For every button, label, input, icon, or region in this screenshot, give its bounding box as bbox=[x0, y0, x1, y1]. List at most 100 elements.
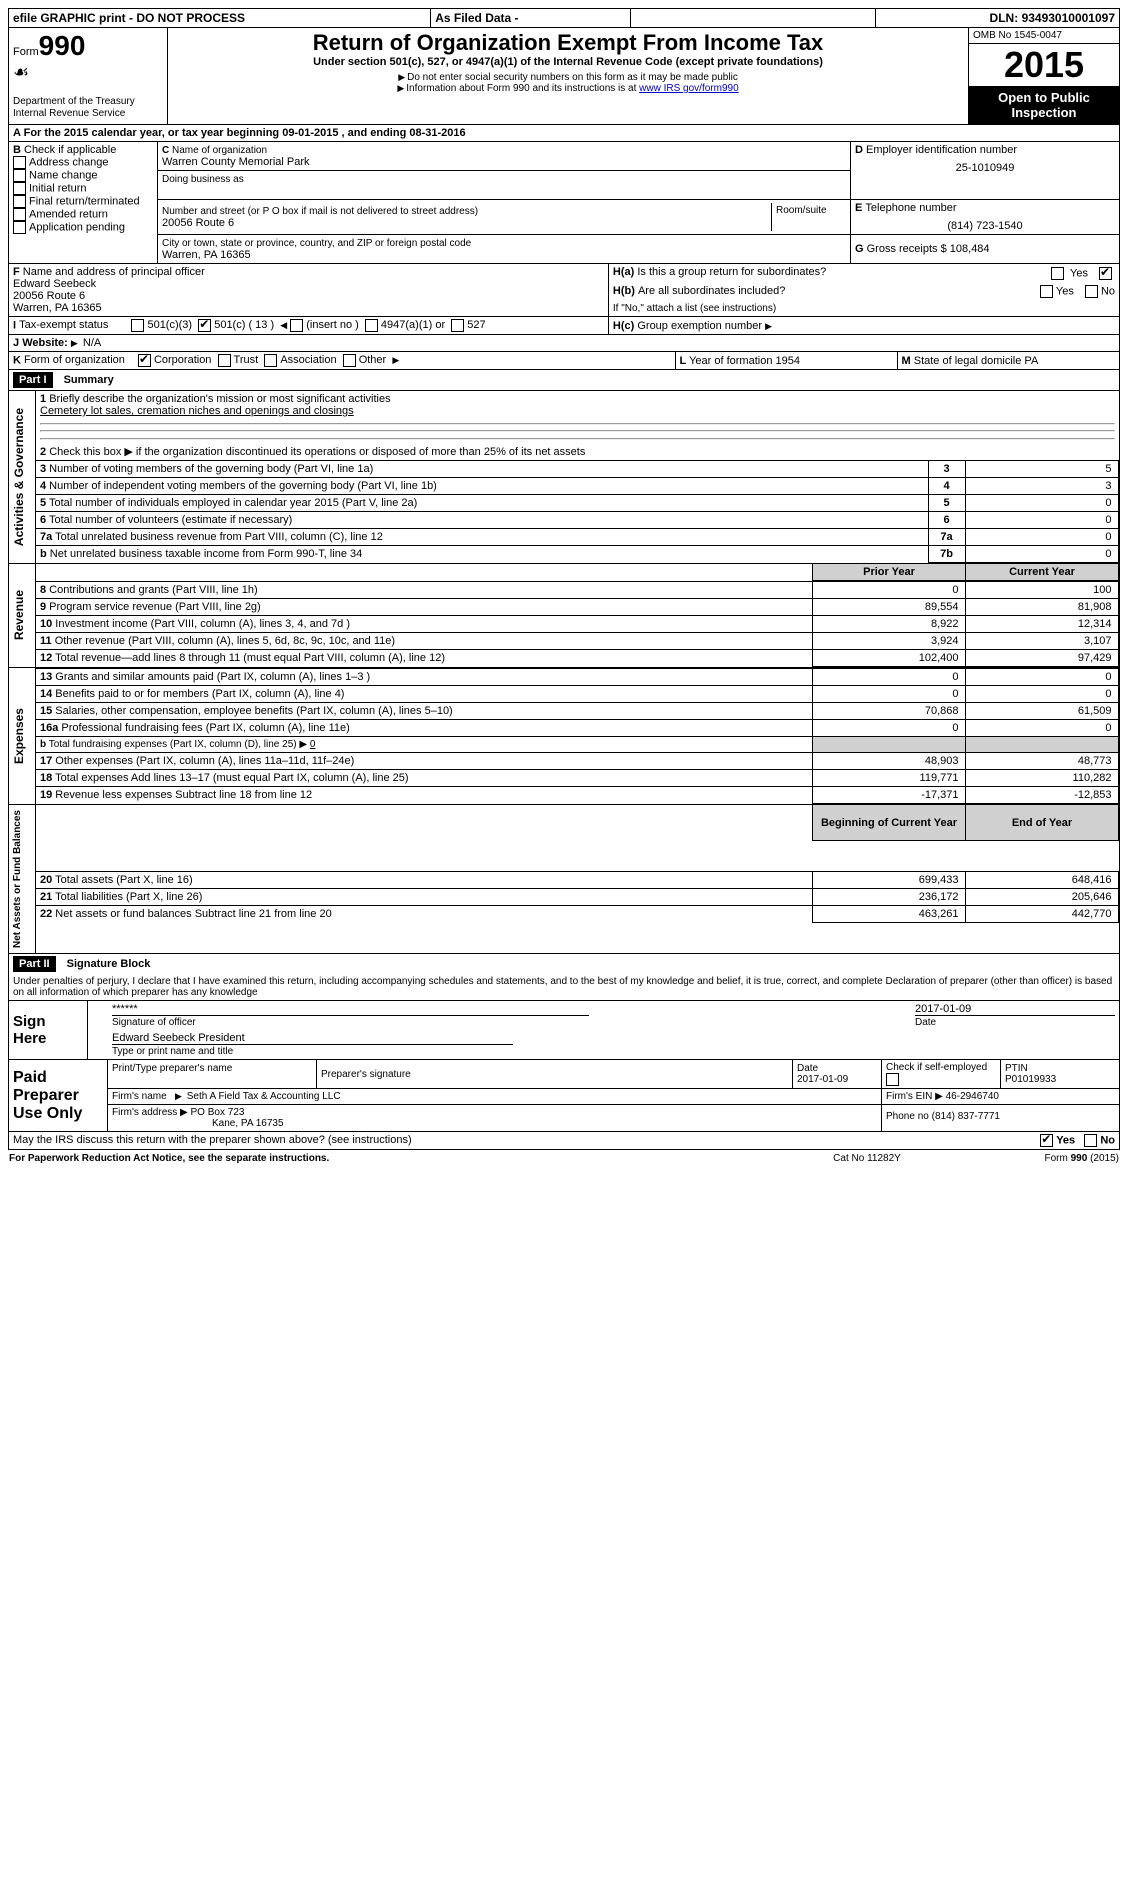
row-num: 3 bbox=[928, 461, 965, 478]
row-label: 12 Total revenue—add lines 8 through 11 … bbox=[36, 650, 812, 667]
discuss-yes-checkbox[interactable] bbox=[1040, 1134, 1053, 1147]
row-current bbox=[965, 737, 1118, 753]
i-option: 527 bbox=[451, 319, 491, 331]
hb-yes-checkbox[interactable] bbox=[1040, 285, 1053, 298]
officer-street: 20056 Route 6 bbox=[13, 290, 85, 302]
row-current: 0 bbox=[965, 669, 1118, 686]
i-option: 501(c)(3) bbox=[131, 319, 198, 331]
firm-addr-label: Firm's address ▶ bbox=[112, 1107, 188, 1118]
row-prior: 0 bbox=[812, 720, 965, 737]
firm-addr1: PO Box 723 bbox=[191, 1107, 245, 1118]
omb-no: OMB No 1545-0047 bbox=[969, 28, 1119, 44]
prep-date-label: Date bbox=[797, 1063, 818, 1074]
section-l: L bbox=[680, 355, 690, 367]
section-d: D bbox=[855, 144, 866, 156]
ha-no-checkbox[interactable] bbox=[1099, 267, 1112, 280]
row-current: 97,429 bbox=[965, 650, 1118, 667]
sig-stars: ****** bbox=[112, 1003, 138, 1015]
row-current: 81,908 bbox=[965, 599, 1118, 616]
b-option-checkbox[interactable] bbox=[13, 208, 26, 221]
q2-num: 2 bbox=[40, 446, 49, 458]
row-current: -12,853 bbox=[965, 787, 1118, 804]
row-label: 22 Net assets or fund balances Subtract … bbox=[36, 906, 812, 923]
b-option: Amended return bbox=[13, 208, 153, 221]
k-option: Association bbox=[264, 354, 342, 366]
street-label: Number and street (or P O box if mail is… bbox=[162, 206, 478, 217]
sec-expenses-label: Expenses bbox=[10, 704, 28, 768]
year-formation-value: 1954 bbox=[776, 355, 800, 367]
phone-label: Telephone number bbox=[865, 202, 956, 214]
row-prior: 102,400 bbox=[812, 650, 965, 667]
col-current: Current Year bbox=[966, 564, 1119, 581]
b-option-checkbox[interactable] bbox=[13, 156, 26, 169]
calendar-year: For the 2015 calendar year, or tax year … bbox=[24, 127, 466, 139]
col-prior: Prior Year bbox=[813, 564, 966, 581]
tax-status-label: Tax-exempt status bbox=[19, 319, 108, 331]
k-option-checkbox[interactable] bbox=[218, 354, 231, 367]
row-num: 7b bbox=[928, 546, 965, 563]
i-option-checkbox[interactable] bbox=[365, 319, 378, 332]
dln-cell: DLN: 93493010001097 bbox=[875, 9, 1119, 28]
ha-yes-checkbox[interactable] bbox=[1051, 267, 1064, 280]
section-hc: H(c) bbox=[613, 320, 637, 332]
row-label: 4 Number of independent voting members o… bbox=[36, 478, 928, 495]
irs-link[interactable]: www IRS gov/form990 bbox=[639, 83, 738, 94]
q2-label: Check this box ▶ if the organization dis… bbox=[49, 446, 585, 458]
part-ii-badge: Part II bbox=[13, 956, 56, 972]
b-option-checkbox[interactable] bbox=[13, 182, 26, 195]
row-label: 21 Total liabilities (Part X, line 26) bbox=[36, 889, 812, 906]
row-num: 6 bbox=[928, 512, 965, 529]
blank bbox=[631, 9, 875, 28]
triangle-icon bbox=[280, 319, 287, 331]
row-label: 17 Other expenses (Part IX, column (A), … bbox=[36, 753, 812, 770]
dln-value: 93493010001097 bbox=[1022, 11, 1115, 25]
k-option-checkbox[interactable] bbox=[264, 354, 277, 367]
i-option-checkbox[interactable] bbox=[198, 319, 211, 332]
sec-governance-label: Activities & Governance bbox=[10, 404, 28, 550]
row-prior: 236,172 bbox=[812, 889, 965, 906]
form-org-label: Form of organization bbox=[24, 354, 125, 366]
ha-label: Is this a group return for subordinates? bbox=[637, 266, 826, 278]
firm-ein-label: Firm's EIN ▶ bbox=[886, 1091, 943, 1102]
row-current: 48,773 bbox=[965, 753, 1118, 770]
form-subtitle: Under section 501(c), 527, or 4947(a)(1)… bbox=[172, 56, 964, 68]
section-ha: H(a) bbox=[613, 266, 637, 278]
row-current: 442,770 bbox=[965, 906, 1118, 923]
row-label: 15 Salaries, other compensation, employe… bbox=[36, 703, 812, 720]
row-num: 4 bbox=[928, 478, 965, 495]
row-label: 8 Contributions and grants (Part VIII, l… bbox=[36, 582, 812, 599]
ptin-value: P01019933 bbox=[1005, 1074, 1056, 1085]
self-employed-checkbox[interactable] bbox=[886, 1073, 899, 1086]
sign-here-label: Sign Here bbox=[9, 1001, 88, 1059]
firm-name-value: Seth A Field Tax & Accounting LLC bbox=[187, 1091, 341, 1102]
efile-notice: efile GRAPHIC print - DO NOT PROCESS bbox=[9, 9, 431, 28]
b-option-checkbox[interactable] bbox=[13, 195, 26, 208]
i-option-checkbox[interactable] bbox=[451, 319, 464, 332]
q1-label: Briefly describe the organization's miss… bbox=[49, 393, 390, 405]
q1-value: Cemetery lot sales, cremation niches and… bbox=[40, 405, 354, 417]
i-option-checkbox[interactable] bbox=[131, 319, 144, 332]
k-option-checkbox[interactable] bbox=[138, 354, 151, 367]
row-prior bbox=[812, 737, 965, 753]
hb-no-checkbox[interactable] bbox=[1085, 285, 1098, 298]
row-prior: 89,554 bbox=[812, 599, 965, 616]
row-a-label: A bbox=[13, 127, 24, 139]
row-current: 3,107 bbox=[965, 633, 1118, 650]
section-f: F bbox=[13, 266, 23, 278]
row-label: 20 Total assets (Part X, line 16) bbox=[36, 872, 812, 889]
hb-label: Are all subordinates included? bbox=[638, 285, 785, 297]
row-prior: 3,924 bbox=[812, 633, 965, 650]
ein-label: Employer identification number bbox=[866, 144, 1017, 156]
i-option-checkbox[interactable] bbox=[290, 319, 303, 332]
row-current: 205,646 bbox=[965, 889, 1118, 906]
k-option-checkbox[interactable] bbox=[343, 354, 356, 367]
row-prior: 0 bbox=[812, 582, 965, 599]
row-current: 648,416 bbox=[965, 872, 1118, 889]
b-option-checkbox[interactable] bbox=[13, 221, 26, 234]
row-label: 6 Total number of volunteers (estimate i… bbox=[36, 512, 928, 529]
b-option-checkbox[interactable] bbox=[13, 169, 26, 182]
discuss-no-checkbox[interactable] bbox=[1084, 1134, 1097, 1147]
row-num: 5 bbox=[928, 495, 965, 512]
paid-preparer-label: Paid Preparer Use Only bbox=[9, 1060, 108, 1131]
sec-netassets-label: Net Assets or Fund Balances bbox=[10, 806, 25, 952]
